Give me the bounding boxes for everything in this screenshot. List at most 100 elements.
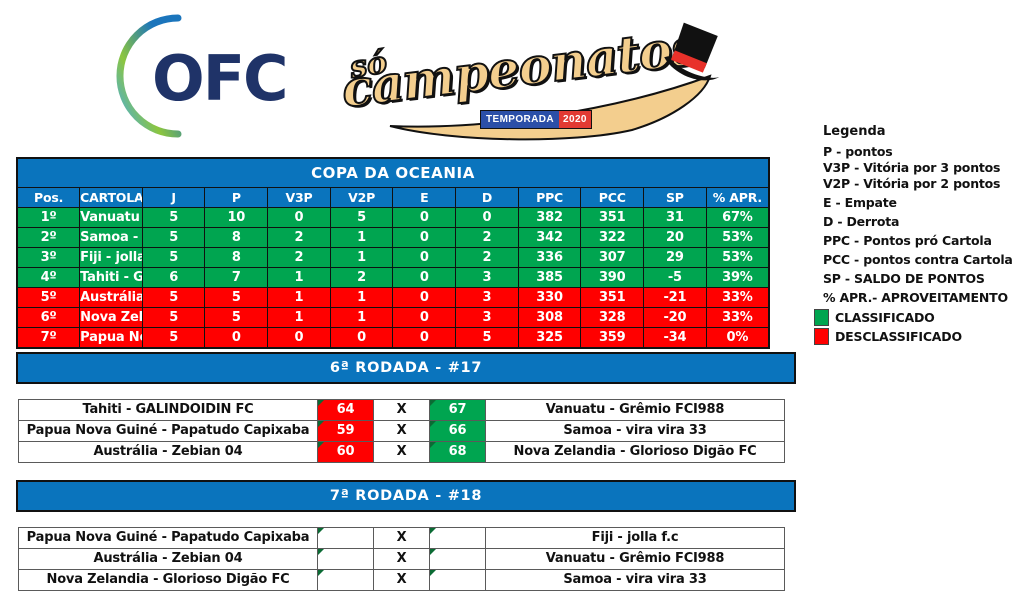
ofc-logo-text: OFC <box>152 42 289 115</box>
fixture-away-team: Nova Zelandia - Glorioso Digão FC <box>485 441 785 463</box>
cell-apr: 53% <box>705 247 770 268</box>
so-campeonatos-logo: só campeonatos TEMPORADA 2020 <box>332 16 732 142</box>
fixture-home-team: Papua Nova Guiné - Papatudo Capixaba <box>18 527 318 549</box>
cell-ppc: 342 <box>517 227 582 248</box>
cell-pcc: 351 <box>580 287 645 308</box>
cell-apr: 33% <box>705 287 770 308</box>
col-header-j[interactable]: J <box>141 187 206 208</box>
legend-title: Legenda <box>823 124 886 139</box>
cell-j: 6 <box>141 267 206 288</box>
legend-disqualified-row: DESCLASSIFICADO <box>814 328 1022 345</box>
cell-sp: 29 <box>643 247 707 268</box>
cell-pos: 6º <box>16 307 81 328</box>
standings-title: COPA DA OCEANIA <box>16 157 770 188</box>
legend-classified-row: CLASSIFICADO <box>814 309 1022 326</box>
fixture-home-score[interactable] <box>317 548 374 570</box>
fixture-away-team: Vanuatu - Grêmio FCI988 <box>485 548 785 570</box>
table-row[interactable]: Austrália - Zebian 04 X Vanuatu - Grêmio… <box>18 548 785 570</box>
col-header-cartola[interactable]: CARTOLA <box>79 187 143 208</box>
cell-pcc: 322 <box>580 227 645 248</box>
col-header-v3p[interactable]: V3P <box>267 187 331 208</box>
cell-cartola: Samoa - vira vira 33 <box>79 227 143 248</box>
table-row[interactable]: 3º Fiji - jolla f.c 5 8 2 1 0 2 336 307 … <box>16 247 770 268</box>
cell-v3p: 2 <box>267 227 331 248</box>
table-row[interactable]: Papua Nova Guiné - Papatudo Capixaba 59 … <box>18 420 785 442</box>
fixture-separator: X <box>373 399 430 421</box>
cell-p: 5 <box>204 307 269 328</box>
col-header-pos[interactable]: Pos. <box>16 187 81 208</box>
cell-v3p: 1 <box>267 307 331 328</box>
table-row[interactable]: 5º Austrália - Zebian 04 5 5 1 1 0 3 330… <box>16 287 770 308</box>
table-row[interactable]: 7º Papua Nova Guiné - Papatudo Capixaba … <box>16 327 770 349</box>
cell-d: 2 <box>455 227 519 248</box>
cell-ppc: 308 <box>517 307 582 328</box>
cell-v2p: 2 <box>329 267 394 288</box>
ofc-arc-graphic <box>116 14 182 138</box>
cell-pos: 5º <box>16 287 81 308</box>
fixture-away-score[interactable] <box>429 569 486 591</box>
badge-temporada-label: TEMPORADA <box>481 111 560 128</box>
round7-fixtures-table: Papua Nova Guiné - Papatudo Capixaba X F… <box>18 527 785 591</box>
table-row[interactable]: 4º Tahiti - GALINDOIDIN FC 6 7 1 2 0 3 3… <box>16 267 770 288</box>
fixture-home-score: 59 <box>317 420 374 442</box>
cell-pos: 7º <box>16 327 81 349</box>
cell-p: 5 <box>204 287 269 308</box>
cell-v2p: 1 <box>329 227 394 248</box>
col-header-d[interactable]: D <box>455 187 519 208</box>
table-row[interactable]: 6º Nova Zelandia - Glorioso Digão FC 5 5… <box>16 307 770 328</box>
cell-cartola: Papua Nova Guiné - Papatudo Capixaba <box>79 327 143 349</box>
legend-disqualified-label: DESCLASSIFICADO <box>835 328 962 344</box>
table-row[interactable]: 2º Samoa - vira vira 33 5 8 2 1 0 2 342 … <box>16 227 770 248</box>
classified-color-swatch <box>814 309 829 326</box>
table-row[interactable]: Nova Zelandia - Glorioso Digão FC X Samo… <box>18 569 785 591</box>
col-header-pcc[interactable]: PCC <box>580 187 645 208</box>
table-row[interactable]: Tahiti - GALINDOIDIN FC 64 X 67 Vanuatu … <box>18 399 785 421</box>
fixture-away-team: Fiji - jolla f.c <box>485 527 785 549</box>
table-row[interactable]: 1º Vanuatu - Grêmio FCI988 5 10 0 5 0 0 … <box>16 207 770 228</box>
cell-e: 0 <box>392 287 457 308</box>
cell-ppc: 330 <box>517 287 582 308</box>
fixture-separator: X <box>373 527 430 549</box>
cell-p: 8 <box>204 247 269 268</box>
col-header-sp[interactable]: SP <box>643 187 707 208</box>
cell-e: 0 <box>392 247 457 268</box>
col-header-p[interactable]: P <box>204 187 269 208</box>
table-row[interactable]: Austrália - Zebian 04 60 X 68 Nova Zelan… <box>18 441 785 463</box>
cell-sp: 20 <box>643 227 707 248</box>
cell-sp: -34 <box>643 327 707 349</box>
legend-entry-e: E - Empate <box>823 195 897 210</box>
cell-j: 5 <box>141 247 206 268</box>
col-header-v2p[interactable]: V2P <box>329 187 394 208</box>
table-row[interactable]: Papua Nova Guiné - Papatudo Capixaba X F… <box>18 527 785 549</box>
fixture-away-score: 67 <box>429 399 486 421</box>
fixture-home-team: Nova Zelandia - Glorioso Digão FC <box>18 569 318 591</box>
col-header-apr[interactable]: % APR. <box>705 187 770 208</box>
legend-entry-p: P - pontos <box>823 144 893 159</box>
cell-pos: 4º <box>16 267 81 288</box>
round6-banner: 6ª RODADA - #17 <box>16 352 796 384</box>
cell-apr: 39% <box>705 267 770 288</box>
fixture-home-score[interactable] <box>317 527 374 549</box>
fixture-home-team: Papua Nova Guiné - Papatudo Capixaba <box>18 420 318 442</box>
col-header-e[interactable]: E <box>392 187 457 208</box>
cell-v2p: 1 <box>329 287 394 308</box>
standings-header-row: Pos. CARTOLA J P V3P V2P E D PPC PCC SP … <box>16 187 770 208</box>
cell-v3p: 0 <box>267 327 331 349</box>
temporada-badge: TEMPORADA 2020 <box>480 110 592 129</box>
cell-v2p: 1 <box>329 307 394 328</box>
cell-e: 0 <box>392 267 457 288</box>
cell-cartola: Fiji - jolla f.c <box>79 247 143 268</box>
legend-entry-ppc: PPC - Pontos pró Cartola <box>823 233 992 248</box>
cell-apr: 53% <box>705 227 770 248</box>
fixture-away-score: 68 <box>429 441 486 463</box>
cell-j: 5 <box>141 307 206 328</box>
col-header-ppc[interactable]: PPC <box>517 187 582 208</box>
round7-banner: 7ª RODADA - #18 <box>16 480 796 512</box>
fixture-away-score[interactable] <box>429 548 486 570</box>
fixture-home-score[interactable] <box>317 569 374 591</box>
cell-v3p: 1 <box>267 287 331 308</box>
fixture-away-team: Samoa - vira vira 33 <box>485 420 785 442</box>
cell-v3p: 0 <box>267 207 331 228</box>
cell-apr: 33% <box>705 307 770 328</box>
fixture-away-score[interactable] <box>429 527 486 549</box>
